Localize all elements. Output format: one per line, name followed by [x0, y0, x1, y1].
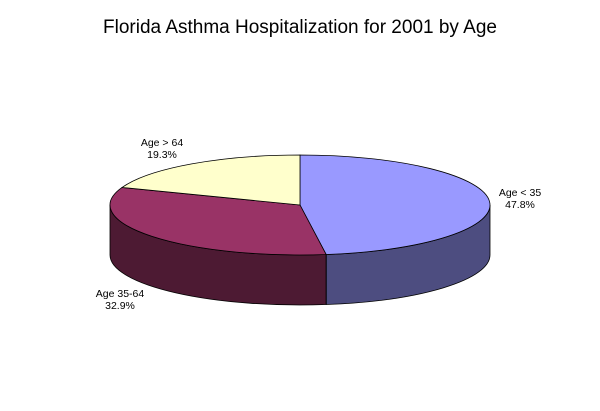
pie-tops [109, 154, 491, 256]
slice-label-3: Age > 64 [141, 137, 183, 149]
slice-percent-2: 32.9% [105, 300, 135, 312]
slice-percent-1: 47.8% [505, 199, 535, 211]
slice-percent-3: 19.3% [147, 149, 177, 161]
pie-sides [109, 204, 491, 306]
chart-title: Florida Asthma Hospitalization for 2001 … [103, 17, 497, 38]
slice-label-2: Age 35-64 [96, 288, 145, 300]
pie-slice-2 [109, 187, 327, 256]
slice-label-1: Age < 35 [499, 187, 541, 199]
pie-slice-3 [120, 154, 301, 206]
pie-slice-1 [299, 154, 491, 255]
